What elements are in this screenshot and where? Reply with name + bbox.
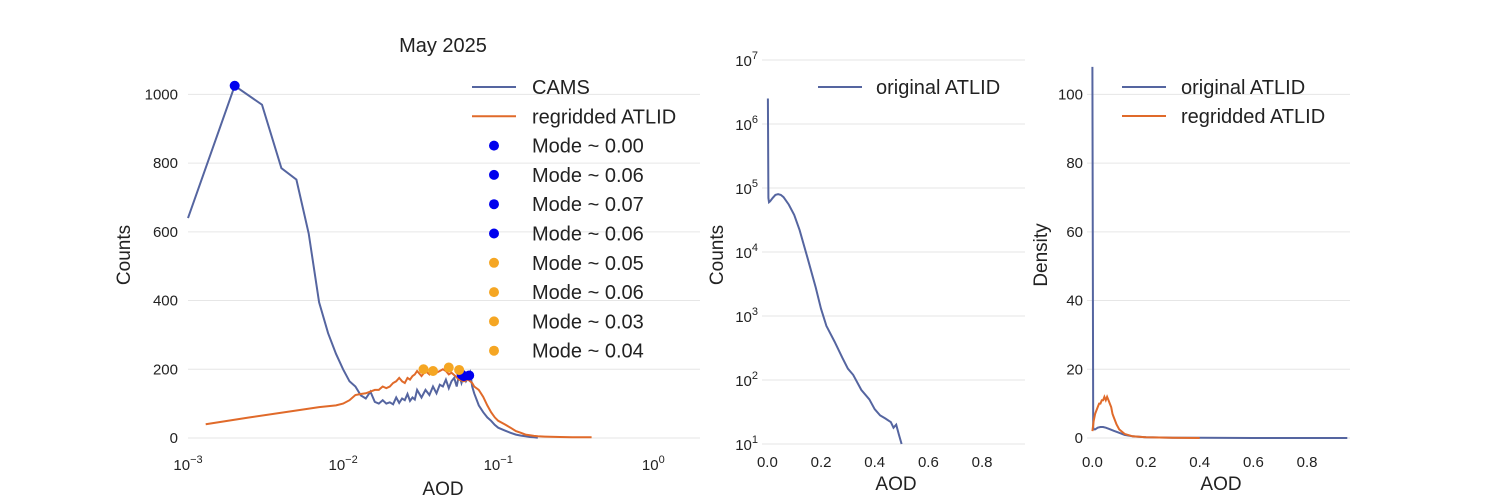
x-tick-label: 0.4 [864,454,885,471]
x-tick-label-exp: −1 [500,454,513,466]
x-tick-label: 0.2 [1136,454,1157,471]
chart-title: May 2025 [399,35,487,57]
y-tick-label: 103 [735,306,758,326]
y-tick-label: 101 [735,434,758,454]
y-axis-label: Density [1031,223,1052,287]
y-tick-label: 106 [735,114,758,134]
y-tick-label: 100 [1058,86,1083,103]
mode-marker-5 [454,364,465,375]
y-tick-label-exp: 1 [752,434,758,446]
y-tick-label: 20 [1066,361,1083,378]
y-tick-label: 800 [153,155,178,172]
legend-marker-swatch [489,345,499,356]
legend: original ATLID [818,77,1000,99]
y-tick-label: 104 [735,242,758,262]
x-tick-label: 10−3 [173,454,202,474]
legend-label: Mode ~ 0.05 [532,253,644,275]
x-tick-label: 100 [642,454,665,474]
y-tick-label: 80 [1066,155,1083,172]
legend-label: Mode ~ 0.06 [532,165,644,187]
x-tick-label-exp: −3 [190,454,203,466]
y-tick-label: 600 [153,224,178,241]
legend-marker-swatch [489,316,499,327]
series-line-0 [1091,66,1348,439]
legend-label: Mode ~ 0.07 [532,194,644,216]
x-tick-label-exp: −2 [345,454,358,466]
y-tick-label: 0 [1075,430,1083,447]
legend: original ATLID regridded ATLID [1122,77,1325,128]
x-tick-label-exp: 0 [659,454,665,466]
y-tick-label: 400 [153,293,178,310]
mode-marker-4 [443,362,454,373]
y-tick-label: 107 [735,50,758,70]
legend-marker-swatch [489,140,499,151]
mode-marker-6 [418,364,429,375]
y-tick-label: 105 [735,178,758,198]
legend-marker-swatch [489,169,499,180]
mode-marker-0 [229,80,240,91]
y-tick-label: 40 [1066,293,1083,310]
legend-label: original ATLID [1181,77,1305,99]
x-tick-label: 0.0 [757,454,778,471]
y-tick-label-base: 10 [735,117,752,134]
legend-marker-swatch [489,199,499,210]
x-tick-label: 0.4 [1189,454,1210,471]
x-tick-label: 10−1 [484,454,513,474]
y-axis-label: Counts [707,225,728,285]
y-tick-label-base: 10 [735,53,752,70]
legend-label: Mode ~ 0.00 [532,136,644,158]
x-tick-label: 0.6 [918,454,939,471]
y-tick-label: 102 [735,370,758,390]
legend-marker-swatch [489,287,499,298]
series-line-0 [187,84,538,439]
x-tick-label: 0.8 [972,454,993,471]
y-tick-label-exp: 3 [752,306,758,318]
legend: CAMS regridded ATLID Mode ~ 0.00 Mode ~ 0.0… [472,77,676,363]
legend-label: Mode ~ 0.06 [532,224,644,246]
y-tick-label-base: 10 [735,373,752,390]
legend-label: CAMS [532,77,590,99]
y-tick-label: 1000 [145,86,178,103]
y-tick-label: 60 [1066,224,1083,241]
series-line-0 [766,98,903,445]
y-tick-label-exp: 4 [752,242,758,254]
x-tick-label-base: 10 [328,457,345,474]
y-tick-label-exp: 5 [752,178,758,190]
x-tick-label: 0.0 [1082,454,1103,471]
legend-label: Mode ~ 0.03 [532,311,644,333]
y-tick-label: 0 [170,430,178,447]
y-tick-label-base: 10 [735,245,752,262]
y-tick-label-exp: 2 [752,370,758,382]
x-axis-label: AOD [422,479,463,500]
y-tick-label-base: 10 [735,181,752,198]
y-tick-label: 200 [153,361,178,378]
legend-label: original ATLID [876,77,1000,99]
legend-label: Mode ~ 0.04 [532,341,644,363]
mode-marker-7 [428,365,439,376]
x-tick-label: 0.2 [811,454,832,471]
x-tick-label-base: 10 [484,457,501,474]
x-axis-label: AOD [1200,474,1241,495]
legend-label: regridded ATLID [1181,106,1325,128]
y-tick-label-exp: 6 [752,114,758,126]
y-tick-label-base: 10 [735,309,752,326]
series-line-1 [1091,394,1200,439]
legend-marker-swatch [489,228,499,239]
legend-label: regridded ATLID [532,106,676,128]
legend-label: Mode ~ 0.06 [532,282,644,304]
x-axis-label: AOD [875,474,916,495]
panel-aod-density: 0 20 40 60 80 100 0.0 0.2 0.4 0.6 0.8 AOD Density ori… [1031,66,1350,495]
x-tick-label: 10−2 [328,454,357,474]
y-axis-label: Counts [114,225,135,285]
y-tick-label-exp: 7 [752,50,758,62]
x-tick-label-base: 10 [173,457,190,474]
x-tick-label: 0.6 [1243,454,1264,471]
legend-marker-swatch [489,257,499,268]
x-tick-label-base: 10 [642,457,659,474]
y-tick-label-base: 10 [735,437,752,454]
x-tick-label: 0.8 [1297,454,1318,471]
